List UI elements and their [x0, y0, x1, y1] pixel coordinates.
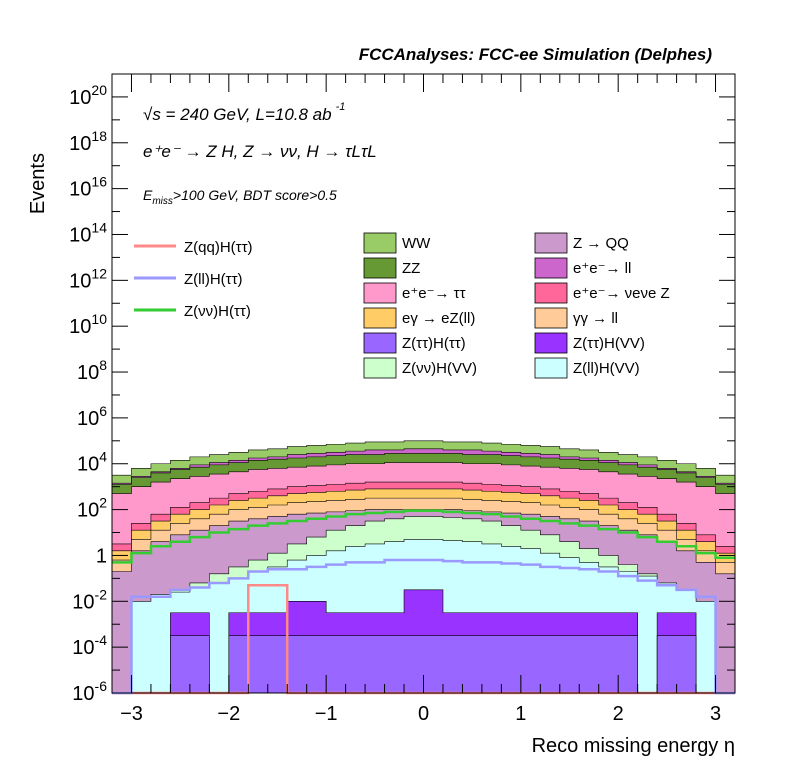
process-text: e⁺e⁻ → Z H, Z → νν, H → τLτL [143, 142, 377, 161]
legend-label: eγ → eZ(ll) [402, 310, 475, 327]
cut-text: Emiss>100 GeV, BDT score>0.5 [143, 187, 337, 207]
x-tick-label: −1 [315, 703, 338, 725]
y-tick-label: 1014 [69, 219, 107, 246]
signal-line-2 [112, 509, 735, 564]
x-tick-label: 2 [613, 703, 624, 725]
legend-label: Z(ll)H(VV) [573, 360, 640, 377]
legend-swatch [534, 282, 568, 304]
legend-swatch [363, 282, 397, 304]
y-tick-label: 1020 [69, 82, 107, 109]
chart-title: FCCAnalyses: FCC-ee Simulation (Delphes) [359, 45, 713, 64]
legend-swatch [534, 357, 568, 379]
y-tick-label: 106 [77, 403, 107, 430]
legend-label: e⁺e⁻→ νeνe Z [573, 285, 670, 302]
legend: Z(qq)H(ττ) Z(ll)H(ττ) Z(νν)H(ττ) WW ZZ e⁺e⁻→ … [134, 232, 670, 379]
energy-lumi-text: √s = 240 GeV, L=10.8 ab -1 [143, 101, 345, 124]
legend-swatch [534, 232, 568, 254]
legend-label: WW [402, 235, 431, 252]
y-tick-label: 102 [77, 495, 107, 522]
legend-line-label: Z(qq)H(ττ) [184, 239, 253, 256]
legend-swatch [534, 307, 568, 329]
legend-label: ZZ [402, 260, 420, 277]
x-tick-label: 3 [710, 703, 721, 725]
y-axis-label: Events [27, 153, 49, 214]
y-axis: 1020 1018 1016 1014 1012 1010 108 106 104 102 1 10-… [69, 73, 735, 705]
x-tick-label: 1 [515, 703, 526, 725]
legend-label: Z → QQ [573, 235, 629, 252]
legend-swatch [534, 257, 568, 279]
legend-label: Z(ττ)H(VV) [573, 335, 645, 352]
y-tick-label: 108 [77, 357, 107, 384]
stack-areas [111, 440, 736, 694]
legend-line-label: Z(νν)H(ττ) [184, 303, 251, 320]
area-ztautau-htautau [112, 635, 735, 694]
legend-label: e⁺e⁻→ ττ [402, 285, 466, 302]
y-tick-label: 1018 [69, 128, 107, 155]
y-tick-label: 10-2 [72, 586, 107, 613]
y-tick-label: 104 [77, 449, 107, 476]
x-tick-label: −3 [120, 703, 143, 725]
legend-label: Z(νν)H(VV) [402, 360, 477, 377]
legend-line-label: Z(ll)H(ττ) [184, 271, 243, 288]
y-tick-label: 10-6 [72, 678, 107, 705]
x-axis: −3 −2 −1 0 1 2 3 [111, 74, 736, 725]
legend-swatch [363, 307, 397, 329]
y-tick-label: 10-4 [72, 632, 107, 659]
y-tick-label: 1010 [69, 311, 107, 338]
x-tick-label: 0 [418, 703, 429, 725]
x-tick-label: −2 [217, 703, 240, 725]
legend-label: γγ → ll [573, 310, 618, 327]
legend-swatch [363, 357, 397, 379]
legend-swatch [363, 332, 397, 354]
legend-swatch [363, 257, 397, 279]
x-axis-label: Reco missing energy η [532, 735, 735, 757]
legend-label: e⁺e⁻→ ll [573, 260, 631, 277]
legend-swatch [363, 232, 397, 254]
y-tick-label: 1012 [69, 265, 107, 292]
y-tick-label: 1 [96, 545, 107, 567]
legend-label: Z(ττ)H(ττ) [402, 335, 466, 352]
y-tick-label: 1016 [69, 174, 107, 201]
legend-swatch [534, 332, 568, 354]
signal-line-1 [112, 558, 735, 695]
